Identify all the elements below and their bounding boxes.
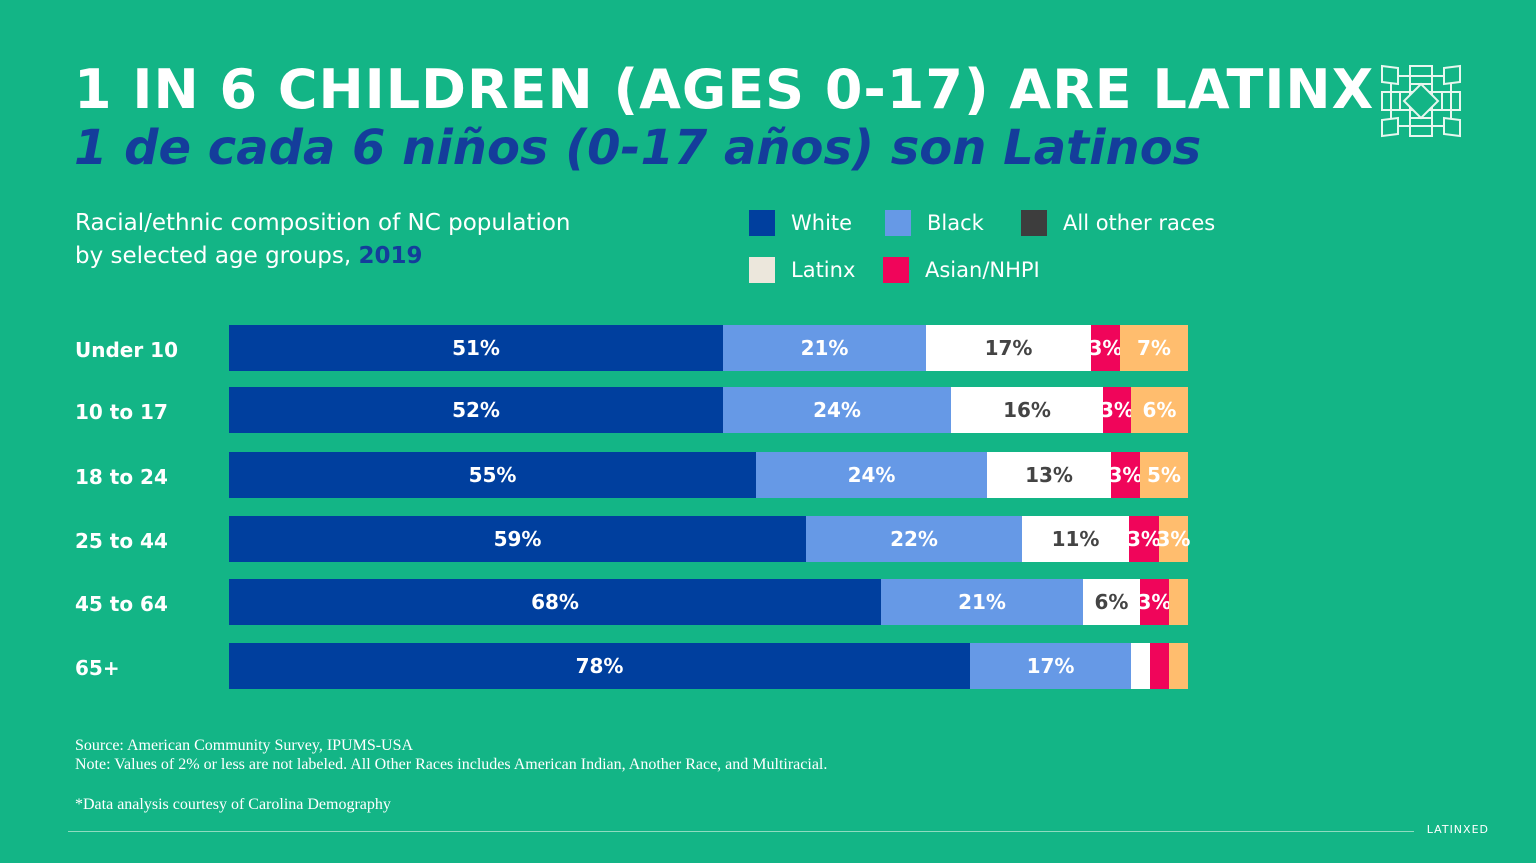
bar-segment-asian-nhpi: 3% — [1088, 325, 1123, 371]
bar-segment-white: 51% — [229, 325, 723, 371]
category-label: 10 to 17 — [75, 400, 168, 424]
legend-swatch — [1021, 210, 1047, 236]
data-label: 3% — [1100, 398, 1134, 422]
description-line2: by selected age groups, — [75, 243, 359, 269]
legend-swatch — [885, 210, 911, 236]
bar-segment-white: 68% — [229, 579, 881, 625]
description-line1: Racial/ethnic composition of NC populati… — [75, 210, 571, 236]
bar-segment-all-other-races: 3% — [1156, 516, 1191, 562]
legend-label: All other races — [1063, 211, 1216, 235]
data-label: 21% — [800, 336, 849, 360]
bar-segment-all-other-races — [1169, 643, 1188, 689]
legend-swatch — [883, 257, 909, 283]
legend-item-white: White — [749, 210, 852, 236]
data-label: 59% — [493, 527, 542, 551]
data-label: 55% — [468, 463, 517, 487]
bar-segment-asian-nhpi: 3% — [1137, 579, 1172, 625]
source-text: Source: American Community Survey, IPUMS… — [75, 737, 414, 754]
bar-segment-black: 17% — [970, 643, 1131, 689]
bar-segment-asian-nhpi — [1150, 643, 1169, 689]
legend-item-all-other-races: All other races — [1021, 210, 1215, 236]
bar-segment-latinx: 17% — [926, 325, 1091, 371]
brand-label: LATINXED — [1426, 823, 1489, 836]
category-label: 45 to 64 — [75, 592, 168, 616]
data-label: 24% — [847, 463, 896, 487]
legend-label: Black — [927, 211, 984, 235]
legend-item-black: Black — [885, 210, 984, 236]
legend-item-asian-nhpi: Asian/NHPI — [883, 257, 1040, 283]
data-label: 7% — [1137, 336, 1171, 360]
data-label: 3% — [1088, 336, 1123, 360]
page-title: 1 IN 6 CHILDREN (AGES 0-17) ARE LATINX — [74, 58, 1375, 121]
bar-segment-white: 78% — [229, 643, 970, 689]
footer-divider — [68, 831, 1414, 832]
data-label: 11% — [1051, 527, 1100, 551]
bar-segment-black: 21% — [881, 579, 1083, 625]
legend-label: Latinx — [791, 258, 856, 282]
bar-segment-white: 52% — [229, 387, 723, 433]
data-label: 24% — [813, 398, 861, 422]
bar-segment-latinx: 16% — [951, 387, 1103, 433]
data-label: 51% — [452, 336, 500, 360]
bar-segment-white: 55% — [229, 452, 756, 498]
legend-label: Asian/NHPI — [925, 258, 1040, 282]
data-label: 16% — [1003, 398, 1051, 422]
bar-segment-black: 24% — [756, 452, 987, 498]
data-label: 13% — [1025, 463, 1073, 487]
data-label: 3% — [1137, 590, 1172, 614]
data-label: 17% — [1026, 654, 1075, 678]
category-label: Under 10 — [75, 338, 179, 362]
data-label: 3% — [1108, 463, 1143, 487]
data-label: 68% — [531, 590, 579, 614]
category-label: 65+ — [75, 656, 120, 680]
bar-segment-asian-nhpi: 3% — [1100, 387, 1134, 433]
bar-segment-black: 24% — [723, 387, 951, 433]
logo-icon — [1381, 64, 1461, 138]
bar-segment-all-other-races: 5% — [1140, 452, 1188, 498]
bar-segment-black: 21% — [723, 325, 926, 371]
data-label: 3% — [1156, 527, 1191, 551]
legend-label: White — [791, 211, 853, 235]
bar-segment-all-other-races: 6% — [1131, 387, 1188, 433]
bar-segment-latinx: 6% — [1083, 579, 1140, 625]
bar-segment-latinx: 11% — [1022, 516, 1129, 562]
bar-segment-latinx — [1131, 643, 1150, 689]
data-label: 17% — [984, 336, 1033, 360]
description-year: 2019 — [358, 243, 423, 269]
bar-segment-black: 22% — [806, 516, 1022, 562]
chart-description: Racial/ethnic composition of NC populati… — [75, 207, 571, 273]
bar-segment-all-other-races: 7% — [1120, 325, 1188, 371]
bar-segment-latinx: 13% — [987, 452, 1111, 498]
data-label: 5% — [1147, 463, 1181, 487]
note-text: Note: Values of 2% or less are not label… — [75, 756, 828, 773]
legend-swatch — [749, 210, 775, 236]
bar-segment-asian-nhpi: 3% — [1127, 516, 1161, 562]
data-label: 52% — [452, 398, 500, 422]
bar-segment-white: 59% — [229, 516, 806, 562]
data-label: 6% — [1142, 398, 1177, 422]
legend-swatch — [749, 257, 775, 283]
page-subtitle: 1 de cada 6 niños (0-17 años) son Latino… — [74, 120, 1202, 176]
data-label: 21% — [958, 590, 1006, 614]
bar-segment-asian-nhpi: 3% — [1108, 452, 1143, 498]
data-label: 6% — [1094, 590, 1129, 614]
legend-item-latinx: Latinx — [749, 257, 855, 283]
credit-text: *Data analysis courtesy of Carolina Demo… — [75, 796, 391, 813]
bar-segment-all-other-races — [1169, 579, 1188, 625]
category-label: 25 to 44 — [75, 529, 168, 553]
category-label: 18 to 24 — [75, 465, 168, 489]
data-label: 3% — [1127, 527, 1161, 551]
data-label: 22% — [890, 527, 938, 551]
data-label: 78% — [575, 654, 624, 678]
